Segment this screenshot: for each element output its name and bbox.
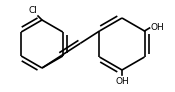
Text: OH: OH <box>150 23 164 32</box>
Text: OH: OH <box>115 77 129 86</box>
Text: Cl: Cl <box>28 6 37 15</box>
